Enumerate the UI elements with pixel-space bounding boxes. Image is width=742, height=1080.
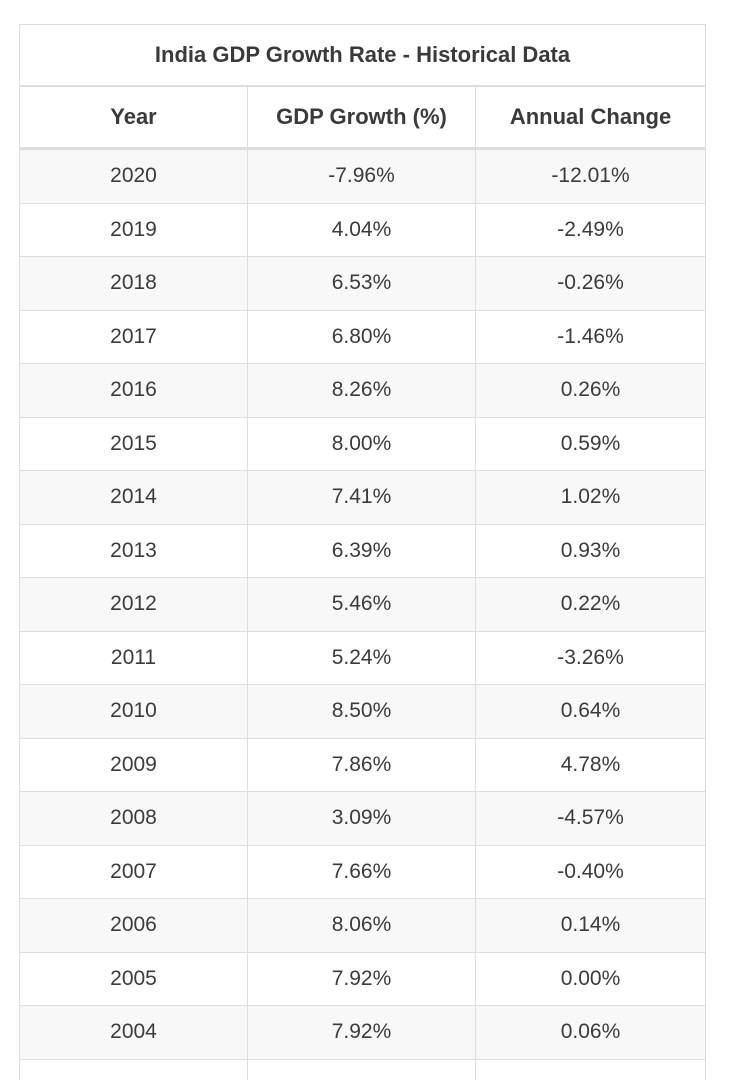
table-row: 2004 7.92% 0.06% <box>19 1005 707 1060</box>
table-row: 2009 7.86% 4.78% <box>19 737 707 792</box>
year-cell: 2018 <box>19 256 248 311</box>
table-row: 2016 8.26% 0.26% <box>19 363 707 418</box>
gdp-growth-cell: 6.53% <box>247 256 476 311</box>
table-body: 2020 -7.96% -12.01% 2019 4.04% -2.49% 20… <box>19 148 707 1080</box>
table-row: 2005 7.92% 0.00% <box>19 951 707 1006</box>
gdp-growth-cell: 8.26% <box>247 363 476 418</box>
annual-change-cell: -2.49% <box>474 202 707 257</box>
year-cell: 2005 <box>19 951 248 1006</box>
year-cell: 2017 <box>19 309 248 364</box>
gdp-growth-cell: 7.41% <box>247 470 476 525</box>
table-row: 2008 3.09% -4.57% <box>19 791 707 846</box>
table-header-row: Year GDP Growth (%) Annual Change <box>19 85 707 150</box>
gdp-growth-cell <box>247 1058 476 1080</box>
gdp-growth-cell: 3.09% <box>247 791 476 846</box>
table-row: 2007 7.66% -0.40% <box>19 844 707 899</box>
gdp-growth-cell: 7.92% <box>247 1005 476 1060</box>
annual-change-cell: -12.01% <box>474 148 707 204</box>
gdp-growth-cell: -7.96% <box>247 148 476 204</box>
annual-change-cell: 0.93% <box>474 523 707 578</box>
table-row: 2012 5.46% 0.22% <box>19 577 707 632</box>
gdp-growth-cell: 8.00% <box>247 416 476 471</box>
gdp-growth-cell: 5.24% <box>247 630 476 685</box>
table-title-row: India GDP Growth Rate - Historical Data <box>18 24 707 87</box>
year-cell: 2016 <box>19 363 248 418</box>
table-row: 2011 5.24% -3.26% <box>19 630 707 685</box>
table-row: 2014 7.41% 1.02% <box>19 470 707 525</box>
annual-change-cell: 0.59% <box>474 416 707 471</box>
table-row: 2020 -7.96% -12.01% <box>19 148 707 204</box>
year-cell: 2006 <box>19 898 248 953</box>
annual-change-cell: 4.78% <box>474 737 707 792</box>
gdp-growth-cell: 7.86% <box>247 737 476 792</box>
table-row: 2013 6.39% 0.93% <box>19 523 707 578</box>
annual-change-cell: 0.22% <box>474 577 707 632</box>
annual-change-cell <box>474 1058 707 1080</box>
gdp-growth-cell: 5.46% <box>247 577 476 632</box>
annual-change-cell: -1.46% <box>474 309 707 364</box>
annual-change-cell: 0.64% <box>474 684 707 739</box>
table-row: 2006 8.06% 0.14% <box>19 898 707 953</box>
table-row-cut-off <box>19 1058 707 1080</box>
gdp-growth-cell: 4.04% <box>247 202 476 257</box>
table-row: 2018 6.53% -0.26% <box>19 256 707 311</box>
gdp-growth-cell: 7.92% <box>247 951 476 1006</box>
year-cell: 2019 <box>19 202 248 257</box>
gdp-growth-cell: 6.80% <box>247 309 476 364</box>
table-row: 2015 8.00% 0.59% <box>19 416 707 471</box>
year-cell: 2015 <box>19 416 248 471</box>
table-row: 2017 6.80% -1.46% <box>19 309 707 364</box>
annual-change-cell: -0.40% <box>474 844 707 899</box>
table-row: 2019 4.04% -2.49% <box>19 202 707 257</box>
column-header-year: Year <box>19 85 248 150</box>
gdp-growth-table: India GDP Growth Rate - Historical Data … <box>18 24 707 1080</box>
year-cell: 2010 <box>19 684 248 739</box>
year-cell: 2009 <box>19 737 248 792</box>
gdp-growth-cell: 8.06% <box>247 898 476 953</box>
gdp-table-container: India GDP Growth Rate - Historical Data … <box>18 24 707 1080</box>
gdp-growth-cell: 8.50% <box>247 684 476 739</box>
annual-change-cell: 0.06% <box>474 1005 707 1060</box>
table-row: 2010 8.50% 0.64% <box>19 684 707 739</box>
gdp-growth-cell: 7.66% <box>247 844 476 899</box>
year-cell: 2013 <box>19 523 248 578</box>
annual-change-cell: 0.26% <box>474 363 707 418</box>
year-cell: 2020 <box>19 148 248 204</box>
year-cell: 2012 <box>19 577 248 632</box>
year-cell: 2011 <box>19 630 248 685</box>
year-cell: 2004 <box>19 1005 248 1060</box>
annual-change-cell: -4.57% <box>474 791 707 846</box>
column-header-annual-change: Annual Change <box>474 85 707 150</box>
year-cell <box>19 1058 248 1080</box>
year-cell: 2008 <box>19 791 248 846</box>
annual-change-cell: -3.26% <box>474 630 707 685</box>
table-title: India GDP Growth Rate - Historical Data <box>18 24 707 87</box>
year-cell: 2007 <box>19 844 248 899</box>
annual-change-cell: -0.26% <box>474 256 707 311</box>
annual-change-cell: 0.00% <box>474 951 707 1006</box>
gdp-growth-cell: 6.39% <box>247 523 476 578</box>
annual-change-cell: 1.02% <box>474 470 707 525</box>
column-header-gdp-growth: GDP Growth (%) <box>247 85 476 150</box>
annual-change-cell: 0.14% <box>474 898 707 953</box>
year-cell: 2014 <box>19 470 248 525</box>
